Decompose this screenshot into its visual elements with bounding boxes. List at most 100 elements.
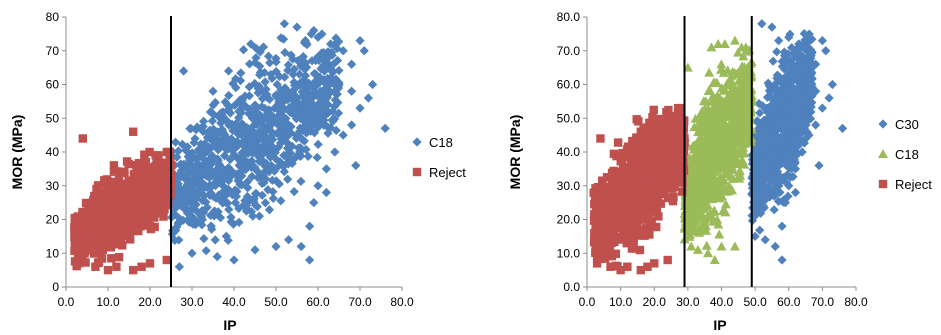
data-point	[790, 106, 800, 117]
legend-label: C30	[895, 117, 919, 132]
data-point	[793, 141, 803, 151]
data-point	[255, 47, 265, 57]
data-point	[774, 36, 784, 46]
data-point	[84, 209, 93, 218]
data-point	[257, 118, 267, 128]
data-point	[680, 211, 691, 221]
data-point	[745, 58, 756, 68]
data-point	[618, 220, 627, 230]
data-point	[74, 259, 83, 268]
data-point	[264, 105, 274, 115]
data-point	[137, 181, 147, 191]
data-point	[708, 216, 719, 226]
data-point	[777, 61, 788, 72]
data-point	[663, 193, 673, 203]
legend-label: C18	[429, 135, 453, 150]
data-point	[309, 25, 319, 36]
data-point	[654, 212, 663, 221]
data-point	[642, 210, 651, 219]
x-tick-label: 60.0	[777, 295, 801, 309]
data-point	[629, 233, 638, 243]
data-point	[151, 165, 160, 174]
data-point	[735, 66, 746, 76]
data-point	[113, 224, 122, 233]
data-point	[665, 159, 674, 168]
data-point	[670, 120, 679, 130]
y-tick-label: 80	[46, 10, 60, 24]
data-point	[186, 123, 196, 134]
data-point	[641, 148, 651, 158]
data-point	[647, 145, 656, 154]
data-point	[796, 136, 807, 146]
data-point	[648, 131, 658, 140]
data-point	[220, 197, 231, 208]
data-point	[621, 216, 630, 225]
data-point	[636, 164, 645, 173]
data-point	[185, 207, 195, 217]
data-point	[643, 262, 652, 271]
data-point	[623, 142, 633, 151]
chart-right: 0.010.020.030.040.050.060.070.080.00.0 10…	[507, 10, 932, 333]
data-point	[634, 184, 643, 194]
data-point	[769, 191, 779, 201]
data-point	[171, 225, 181, 236]
data-point	[742, 82, 753, 92]
data-point	[640, 137, 649, 146]
data-point	[617, 199, 626, 208]
data-point	[129, 215, 139, 224]
data-point	[800, 103, 811, 113]
data-point	[250, 100, 260, 110]
data-point	[788, 172, 798, 182]
data-point	[697, 166, 708, 176]
data-point	[742, 73, 753, 83]
data-point	[267, 175, 277, 185]
data-point	[224, 204, 234, 215]
data-point	[291, 94, 301, 104]
data-point	[245, 104, 255, 114]
data-point	[139, 167, 149, 176]
data-point	[145, 147, 154, 157]
data-point	[794, 58, 804, 69]
data-point	[332, 89, 342, 99]
data-point	[242, 129, 252, 139]
data-point	[208, 86, 218, 96]
data-point	[243, 177, 253, 187]
data-point	[735, 146, 746, 156]
data-point	[766, 125, 777, 135]
data-point	[703, 109, 714, 119]
data-point	[724, 76, 735, 86]
data-point	[643, 215, 652, 224]
data-point	[821, 46, 831, 56]
data-point	[704, 85, 715, 95]
data-point	[679, 161, 688, 170]
data-point	[592, 259, 602, 268]
data-point	[283, 65, 293, 75]
data-point	[111, 197, 121, 207]
data-point	[799, 65, 809, 75]
data-point	[720, 186, 731, 196]
data-point	[330, 95, 340, 105]
data-point	[659, 133, 669, 142]
data-point	[698, 144, 709, 154]
data-point	[154, 202, 163, 212]
data-point	[797, 93, 807, 103]
data-point	[691, 203, 702, 213]
x-tick-label: 0.0	[579, 295, 596, 309]
data-point	[641, 224, 651, 233]
data-point	[157, 183, 167, 192]
y-tick-label: 50.0	[557, 111, 581, 125]
data-point	[733, 167, 744, 177]
data-point	[266, 120, 276, 130]
data-point	[759, 115, 769, 125]
data-point	[197, 215, 208, 225]
data-point	[290, 153, 300, 163]
data-point	[313, 99, 323, 109]
data-point	[327, 106, 338, 116]
data-point	[704, 67, 715, 77]
data-point	[738, 51, 749, 61]
data-point	[273, 161, 283, 171]
legend-label: Reject	[429, 165, 466, 180]
data-point	[752, 198, 762, 208]
data-point	[783, 191, 793, 201]
data-point	[272, 128, 282, 138]
